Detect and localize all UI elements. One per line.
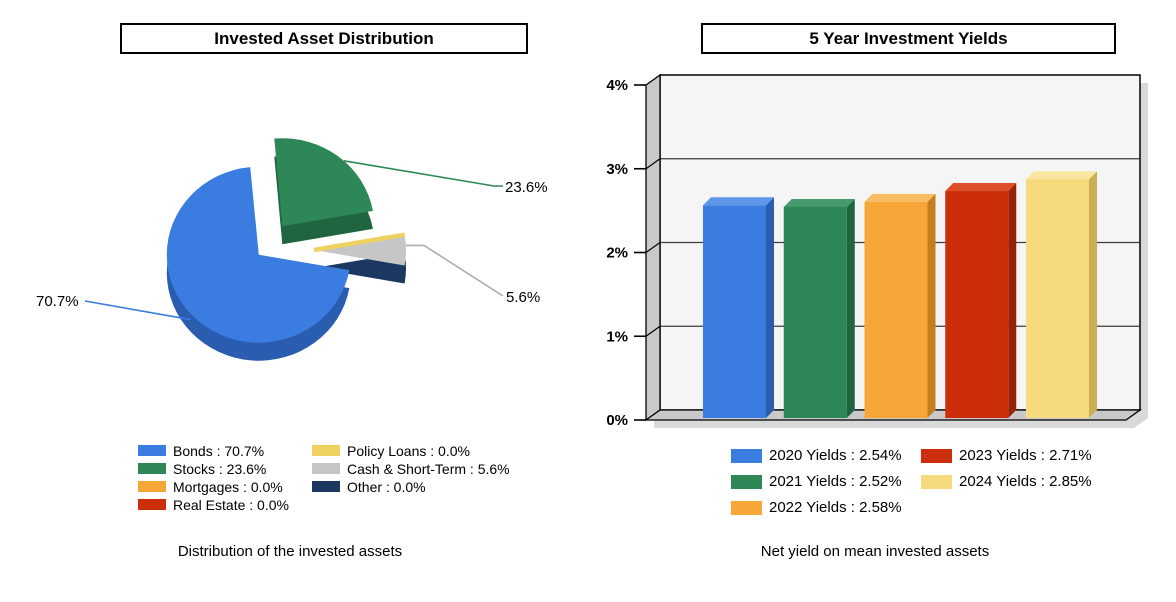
bar-2022-yields	[864, 201, 928, 418]
y-axis-tick-label: 1%	[606, 328, 628, 345]
legend-item-2020-yields: 2020 Yields : 2.54%	[731, 447, 902, 465]
pie-callout-stocks: 23.6%	[505, 179, 548, 196]
legend-item-other: Other : 0.0%	[312, 478, 426, 496]
legend-item-policy-loans: Policy Loans : 0.0%	[312, 442, 470, 460]
bar-2020-yields	[703, 205, 766, 418]
legend-item-bonds: Bonds : 70.7%	[138, 442, 264, 460]
stocks-swatch	[138, 463, 166, 475]
bonds-swatch	[138, 445, 166, 457]
mortgages-swatch	[138, 481, 166, 493]
y-axis-tick-wall	[645, 242, 661, 253]
bar-2021-yields-side	[846, 198, 855, 418]
bar-2020-yields-top	[703, 197, 774, 206]
callout-line-bonds	[84, 300, 191, 321]
legend-item-label: Other : 0.0%	[347, 478, 426, 495]
legend-item-mortgages: Mortgages : 0.0%	[138, 478, 283, 496]
bar-2022-yields-top	[864, 193, 936, 202]
legend-item-label: 2024 Yields : 2.85%	[959, 473, 1092, 491]
callout-line-cash	[405, 244, 504, 297]
pie-slice-cash-short-term	[314, 234, 406, 266]
pie-callout-cash: 5.6%	[506, 289, 541, 306]
real-estate-swatch	[138, 499, 166, 511]
pie-slice-policy-loans	[313, 232, 405, 253]
yields-2022-swatch	[731, 500, 762, 515]
bar-2023-yields	[945, 191, 1009, 418]
bar-chart-title: 5 Year Investment Yields	[701, 23, 1116, 54]
bar-2022-yields-side	[927, 193, 936, 418]
legend-item-2022-yields: 2022 Yields : 2.58%	[731, 499, 902, 517]
bar-caption: Net yield on mean invested assets	[760, 543, 990, 560]
pie-chart-title: Invested Asset Distribution	[120, 23, 528, 54]
bar-2024-yields	[1026, 179, 1089, 418]
bar-2024-yields-top	[1026, 171, 1097, 180]
legend-item-cash-short-term: Cash & Short-Term : 5.6%	[312, 460, 510, 478]
callout-line-stocks	[343, 160, 503, 187]
y-axis-tick-wall	[645, 158, 661, 170]
yields-2024-swatch	[921, 474, 952, 489]
pie-caption: Distribution of the invested assets	[177, 543, 403, 560]
legend-item-label: Stocks : 23.6%	[173, 460, 267, 477]
legend-item-label: 2023 Yields : 2.71%	[959, 447, 1092, 465]
yields-2023-swatch	[921, 448, 952, 463]
bar-2021-yields	[783, 206, 847, 418]
legend-item-2023-yields: 2023 Yields : 2.71%	[921, 447, 1092, 465]
legend-item-2021-yields: 2021 Yields : 2.52%	[731, 473, 902, 491]
y-axis-tick-wall	[645, 325, 661, 337]
legend-item-label: Bonds : 70.7%	[173, 442, 265, 459]
legend-item-2024-yields: 2024 Yields : 2.85%	[921, 473, 1092, 491]
bar-2020-yields-side	[766, 197, 774, 418]
cash-short-term-swatch	[312, 463, 340, 475]
y-axis-tick-label: 3%	[606, 161, 628, 178]
y-axis-tick-label: 0%	[606, 412, 628, 429]
legend-item-label: Real Estate : 0.0%	[173, 496, 289, 513]
pie-callout-bonds: 70.7%	[36, 293, 79, 310]
yields-2021-swatch	[731, 474, 762, 489]
bar-2023-yields-top	[945, 183, 1017, 192]
legend-item-label: 2022 Yields : 2.58%	[769, 499, 902, 517]
bar-2021-yields-top	[783, 198, 855, 207]
legend-item-label: Cash & Short-Term : 5.6%	[347, 460, 510, 477]
legend-item-label: Mortgages : 0.0%	[173, 478, 283, 495]
legend-item-label: 2021 Yields : 2.52%	[769, 473, 902, 491]
legend-item-label: Policy Loans : 0.0%	[347, 442, 470, 459]
yields-2020-swatch	[731, 448, 762, 463]
legend-item-label: 2020 Yields : 2.54%	[769, 447, 902, 465]
policy-loans-swatch	[312, 445, 340, 457]
bar-2023-yields-side	[1008, 183, 1017, 418]
other-swatch	[312, 481, 340, 493]
bar-2024-yields-side	[1089, 171, 1097, 418]
pie-slice-bonds	[166, 167, 350, 343]
legend-item-stocks: Stocks : 23.6%	[138, 460, 266, 478]
y-axis-tick-label: 4%	[606, 77, 628, 94]
y-axis-tick-label: 2%	[606, 245, 628, 262]
pie-slice-stocks	[274, 138, 373, 227]
legend-item-real-estate: Real Estate : 0.0%	[138, 496, 289, 514]
